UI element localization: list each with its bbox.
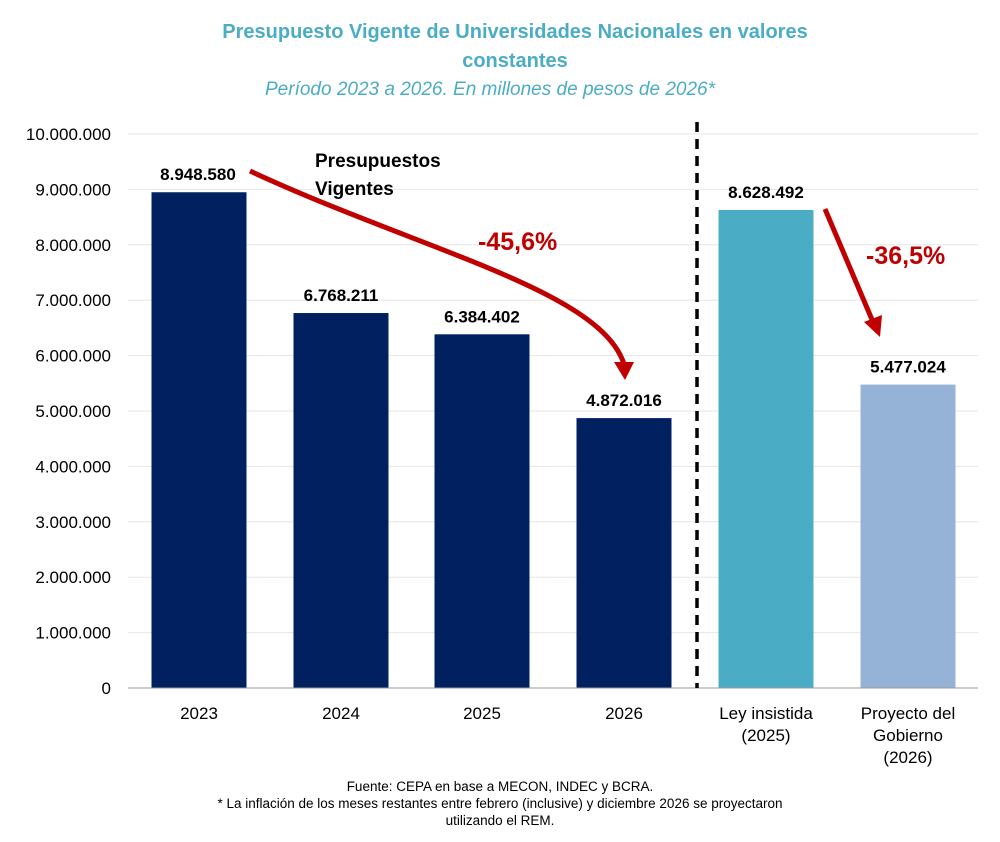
y-tick-label: 9.000.000 — [35, 180, 111, 199]
decline-arrow-1 — [248, 168, 627, 365]
chart-subtitle: Período 2023 a 2026. En millones de peso… — [265, 79, 715, 100]
data-label: 4.872.016 — [586, 391, 662, 410]
y-tick-label: 0 — [102, 679, 111, 698]
chart-title: Presupuesto Vigente de Universidades Nac… — [222, 21, 808, 72]
y-tick-label: 1.000.000 — [35, 624, 111, 643]
bar-2023 — [151, 192, 247, 689]
bar-proyecto-del-gobierno-2026- — [860, 384, 956, 688]
data-label: 6.768.211 — [304, 286, 379, 305]
y-tick-label: 5.000.000 — [35, 402, 111, 421]
data-label: 5.477.024 — [870, 358, 946, 377]
x-tick-label: (2026) — [883, 748, 932, 767]
decline-arrow-2 — [822, 208, 876, 323]
bar-2025 — [434, 334, 530, 688]
footnote-line-1: * La inflación de los meses restantes en… — [217, 796, 783, 811]
arrowhead-1 — [614, 362, 634, 380]
x-tick-label: Gobierno — [873, 726, 943, 745]
bar-2026 — [576, 418, 672, 688]
group-label: Presupuestos — [315, 151, 441, 172]
x-tick-label: Ley insistida — [719, 704, 813, 723]
y-tick-label: 4.000.000 — [35, 457, 111, 476]
y-tick-label: 7.000.000 — [35, 291, 111, 310]
group-label: Vigentes — [315, 179, 394, 200]
footnote-line-2: utilizando el REM. — [445, 813, 555, 828]
x-tick-label: 2025 — [463, 704, 501, 723]
y-tick-label: 6.000.000 — [35, 347, 111, 366]
bar-2024 — [293, 313, 389, 688]
x-tick-label: 2024 — [322, 704, 360, 723]
arrowhead-2 — [864, 315, 882, 337]
data-label: 8.948.580 — [160, 165, 236, 184]
change-label-2: -36,5% — [866, 242, 945, 270]
change-label-1: -45,6% — [478, 228, 557, 256]
data-label: 8.628.492 — [728, 183, 804, 202]
x-tick-label: Proyecto del — [861, 704, 956, 723]
y-tick-label: 10.000.000 — [26, 125, 111, 144]
x-tick-label: 2026 — [605, 704, 643, 723]
source-note: Fuente: CEPA en base a MECON, INDEC y BC… — [346, 779, 654, 794]
x-tick-label: 2023 — [180, 704, 218, 723]
y-tick-label: 8.000.000 — [35, 236, 111, 255]
data-label: 6.384.402 — [444, 307, 520, 326]
y-tick-label: 3.000.000 — [35, 513, 111, 532]
y-tick-label: 2.000.000 — [35, 568, 111, 587]
x-tick-label: (2025) — [741, 726, 790, 745]
bar-ley-insistida-2025- — [718, 209, 814, 688]
